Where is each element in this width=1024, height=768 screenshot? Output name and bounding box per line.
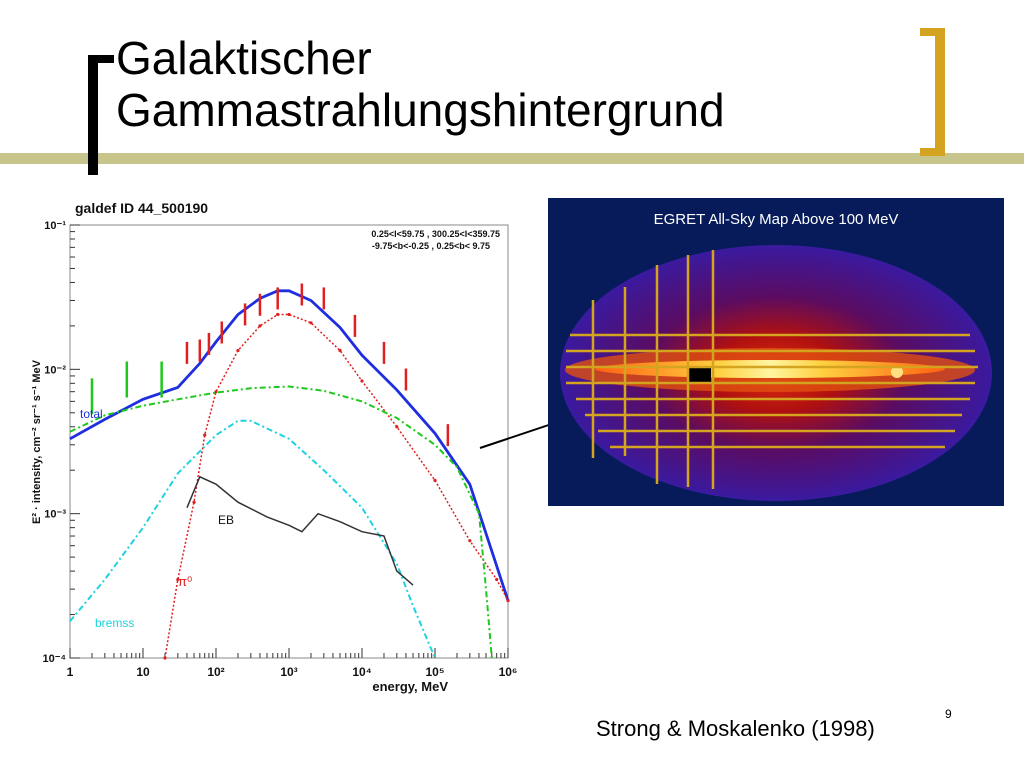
skymap-title: EGRET All-Sky Map Above 100 MeV: [654, 211, 899, 228]
series-marker: [338, 348, 342, 353]
series-marker: [276, 312, 280, 317]
selected-region: [689, 368, 711, 382]
title-line-2: Gammastrahlungshintergrund: [116, 84, 725, 136]
y-tick-label: 10⁻²: [44, 364, 66, 376]
series-marker: [287, 312, 291, 317]
series-marker: [163, 656, 167, 660]
series-marker: [360, 379, 364, 383]
left-bracket-top: [88, 55, 114, 63]
skymap-grid: [566, 250, 978, 489]
slide-title: Galaktischer Gammastrahlungshintergrund: [116, 32, 725, 136]
x-tick-label: 10²: [207, 665, 224, 679]
slide-page-number: 9: [945, 707, 952, 721]
bright-source: [891, 366, 903, 378]
label-bremss: bremss: [95, 616, 134, 630]
series-marker: [236, 348, 240, 353]
x-tick-label: 10⁴: [352, 665, 371, 679]
x-axis-label: energy, MeV: [372, 679, 448, 694]
y-tick-label: 10⁻¹: [44, 220, 66, 232]
series-marker: [309, 321, 313, 325]
y-tick-label: 10⁻⁴: [43, 653, 66, 665]
y-axis-label: E² · intensity, cm⁻² sr⁻¹ s⁻¹ MeV: [31, 359, 43, 524]
label-eb: EB: [218, 513, 234, 527]
right-bracket-bottom: [920, 148, 945, 156]
series-marker: [506, 598, 510, 603]
x-tick-label: 10⁶: [499, 665, 518, 679]
slide-citation: Strong & Moskalenko (1998): [596, 716, 875, 741]
series-marker: [214, 390, 218, 394]
series-marker: [258, 324, 262, 328]
series-marker: [192, 500, 196, 504]
x-tick-label: 1: [67, 665, 74, 679]
y-tick-label: 10⁻³: [44, 509, 66, 521]
series-marker: [203, 433, 207, 437]
left-bracket-decoration: [88, 55, 98, 175]
label-pi0: π⁰: [178, 574, 192, 589]
series-line-bremss: [69, 419, 436, 659]
series-marker: [395, 425, 399, 429]
series-marker: [495, 577, 499, 582]
right-bracket-decoration: [935, 28, 945, 156]
series-line-eb: [186, 475, 414, 586]
series-marker: [468, 539, 472, 543]
series-line-ic: [69, 385, 493, 659]
region-label-2: -9.75<b<-0.25 , 0.25<b< 9.75: [372, 241, 490, 251]
region-label-1: 0.25<l<59.75 , 300.25<l<359.75: [371, 229, 500, 239]
x-tick-label: 10: [136, 665, 150, 679]
x-tick-label: 10⁵: [426, 665, 445, 679]
x-tick-label: 10³: [280, 665, 297, 679]
plot-frame: [69, 224, 509, 659]
galactic-plane: [595, 360, 945, 378]
label-total: total: [80, 407, 103, 421]
title-line-1: Galaktischer: [116, 32, 372, 84]
series-line-total: [69, 289, 510, 602]
series-marker: [433, 478, 437, 483]
title-underline-bar: [0, 153, 1024, 164]
series-marker: [176, 577, 180, 582]
right-bracket-top: [920, 28, 945, 36]
chart-title: galdef ID 44_500190: [75, 200, 208, 216]
